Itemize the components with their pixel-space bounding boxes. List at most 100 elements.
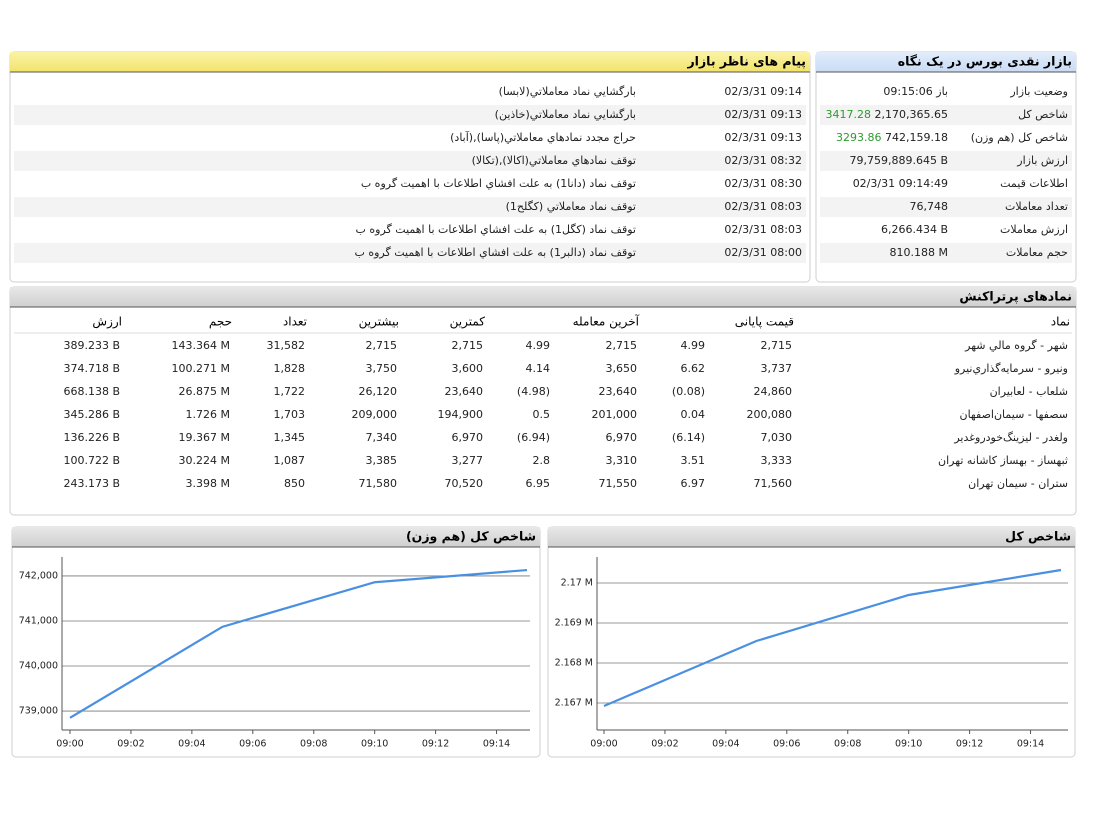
overview-label: اطلاعات قیمت [1000,177,1068,190]
message-text: توقف نماد (دالبر1) به علت افشاي اطلاعات … [355,246,637,259]
table-cell: 194,900 [438,408,484,421]
x-tick-label: 09:08 [834,739,861,750]
overview-value: 3293.86 742,159.18 [836,131,948,144]
y-tick-label: 740,000 [19,661,58,672]
x-tick-label: 09:02 [117,739,144,750]
table-cell: 7,030 [761,431,793,444]
table-cell: (6.14) [672,431,705,444]
column-header: ارزش [92,315,122,330]
table-cell: 26,120 [359,385,398,398]
table-cell: 668.138 B [63,385,120,398]
overview-value: 810.188 M [890,246,948,259]
x-tick-label: 09:00 [590,739,617,750]
table-cell: 201,000 [592,408,638,421]
overview-value: 76,748 [910,200,949,213]
overview-change: 3417.28 [826,108,872,121]
table-cell: 19.367 M [179,431,230,444]
overview-label: شاخص کل (هم وزن) [971,131,1068,144]
row-band [14,151,806,171]
table-cell: 0.5 [533,408,551,421]
overview-change: 3293.86 [836,131,882,144]
table-cell: 3,650 [606,362,638,375]
table-cell: 850 [284,477,305,490]
overview-label: وضعیت بازار [1009,85,1068,98]
table-cell: 100.722 B [63,454,120,467]
table-cell: 1,722 [274,385,306,398]
overview-value: 6,266.434 B [881,223,948,236]
table-cell: 3,385 [366,454,398,467]
table-cell: 3,310 [606,454,638,467]
table-cell: 6,970 [452,431,484,444]
overview-label: حجم معاملات [1006,246,1068,259]
column-header: قیمت پایانی [735,315,794,329]
table-cell: 3,600 [452,362,484,375]
symbol-name: شلعاب - لعابيران [990,385,1068,398]
table-cell: 1,345 [274,431,306,444]
table-cell: 2,715 [606,339,638,352]
overview-value: باز 09:15:06 [883,85,948,98]
row-band [820,105,1072,125]
panel-title: نمادهای پرتراکنش [959,289,1072,304]
overview-label: تعداد معاملات [1005,200,1068,213]
table-cell: (0.08) [672,385,705,398]
table-cell: 2,715 [761,339,793,352]
row-band [14,105,806,125]
message-time: 02/3/31 08:00 [724,246,802,259]
table-cell: 389.233 B [63,339,120,352]
overview-label: ارزش بازار [1016,154,1068,167]
table-cell: (4.98) [517,385,550,398]
overview-value-text: 2,170,365.65 [875,108,948,121]
overview-value-text: 76,748 [910,200,949,213]
table-cell: 3,333 [761,454,793,467]
message-text: بارگشايي نماد معاملاتي(لابسا) [499,85,636,98]
table-cell: 4.99 [681,339,706,352]
symbol-name: ثبهساز - بهساز كاشانه تهران [938,454,1068,467]
column-header: آخرین معامله [573,314,640,330]
overview-value-text: 79,759,889.645 B [849,154,948,167]
table-cell: 243.173 B [63,477,120,490]
x-tick-label: 09:00 [56,739,83,750]
message-time: 02/3/31 08:30 [724,177,802,190]
row-band [820,243,1072,263]
table-cell: 1,087 [274,454,306,467]
table-cell: 30.224 M [179,454,230,467]
panel-title: پیام های ناظر بازار [686,54,806,70]
overview-value-text: 810.188 M [890,246,948,259]
x-tick-label: 09:04 [712,739,739,750]
table-cell: 31,582 [267,339,306,352]
table-cell: 70,520 [445,477,484,490]
overview-value: 3417.28 2,170,365.65 [826,108,948,121]
x-tick-label: 09:10 [895,739,922,750]
table-cell: 345.286 B [63,408,120,421]
table-cell: 3,737 [761,362,793,375]
overview-label: شاخص کل [1018,108,1068,121]
message-text: توقف نمادهاي معاملاتي(اكالا),(تكالا) [472,154,636,167]
column-header: نماد [1051,315,1070,329]
table-cell: 4.99 [526,339,551,352]
table-cell: 1.726 M [186,408,230,421]
table-cell: 3,750 [366,362,398,375]
table-cell: 4.14 [526,362,551,375]
table-cell: 6.62 [681,362,706,375]
x-tick-label: 09:14 [1017,739,1044,750]
table-cell: 3,277 [452,454,484,467]
overview-value-text: 02/3/31 09:14:49 [853,177,948,190]
overview-value: 79,759,889.645 B [849,154,948,167]
y-tick-label: 2.169 M [555,618,593,629]
table-cell: 6.95 [526,477,551,490]
table-cell: 71,550 [599,477,638,490]
symbol-name: ستران - سيمان تهران [968,477,1068,490]
table-cell: 100.271 M [172,362,230,375]
table-cell: 2,715 [366,339,398,352]
panel-title: بازار نقدی بورس در یک نگاه [898,54,1072,69]
chart-title: شاخص کل [1005,529,1071,544]
table-cell: 209,000 [352,408,398,421]
table-cell: 2.8 [533,454,551,467]
message-text: توقف نماد معاملاتي (كگلح1) [506,200,636,213]
message-time: 02/3/31 09:14 [724,85,802,98]
table-cell: 2,715 [452,339,484,352]
x-tick-label: 09:10 [361,739,388,750]
x-tick-label: 09:02 [651,739,678,750]
table-cell: 24,860 [754,385,793,398]
